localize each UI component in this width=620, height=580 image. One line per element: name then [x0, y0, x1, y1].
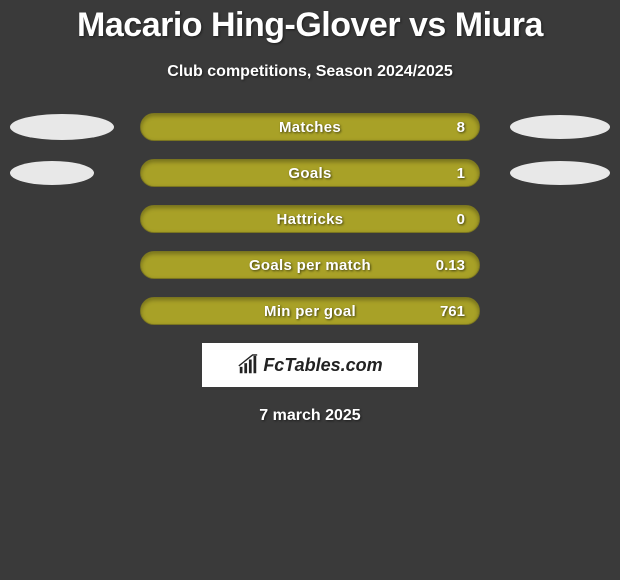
stat-row-matches: Matches 8	[0, 113, 620, 141]
comparison-card: Macario Hing-Glover vs Miura Club compet…	[0, 0, 620, 425]
stat-row-gpm: Goals per match 0.13	[0, 251, 620, 279]
stats-section: Matches 8 Goals 1 Hattricks	[0, 113, 620, 325]
stat-bar: Hattricks 0	[140, 205, 480, 233]
stat-right-value: 1	[457, 165, 465, 182]
stat-label: Goals	[288, 165, 331, 182]
left-ellipse	[10, 114, 114, 140]
stat-bar: Goals 1	[140, 159, 480, 187]
left-ellipse	[10, 161, 94, 185]
page-title: Macario Hing-Glover vs Miura	[0, 6, 620, 45]
branding-badge: FcTables.com	[202, 343, 418, 387]
stat-bar: Goals per match 0.13	[140, 251, 480, 279]
stat-label: Matches	[279, 119, 341, 136]
stat-right-value: 761	[440, 303, 465, 320]
stat-right-value: 0	[457, 211, 465, 228]
stat-row-mpg: Min per goal 761	[0, 297, 620, 325]
stat-label: Hattricks	[277, 211, 344, 228]
subtitle: Club competitions, Season 2024/2025	[0, 63, 620, 81]
stat-right-value: 0.13	[436, 257, 465, 274]
stat-label: Min per goal	[264, 303, 356, 320]
chart-icon	[237, 354, 259, 376]
stat-bar: Min per goal 761	[140, 297, 480, 325]
date-label: 7 march 2025	[0, 407, 620, 425]
stat-label: Goals per match	[249, 257, 371, 274]
stat-right-value: 8	[457, 119, 465, 136]
stat-bar: Matches 8	[140, 113, 480, 141]
branding-text: FcTables.com	[263, 355, 382, 376]
right-ellipse	[510, 161, 610, 185]
stat-row-hattricks: Hattricks 0	[0, 205, 620, 233]
stat-row-goals: Goals 1	[0, 159, 620, 187]
right-ellipse	[510, 115, 610, 139]
